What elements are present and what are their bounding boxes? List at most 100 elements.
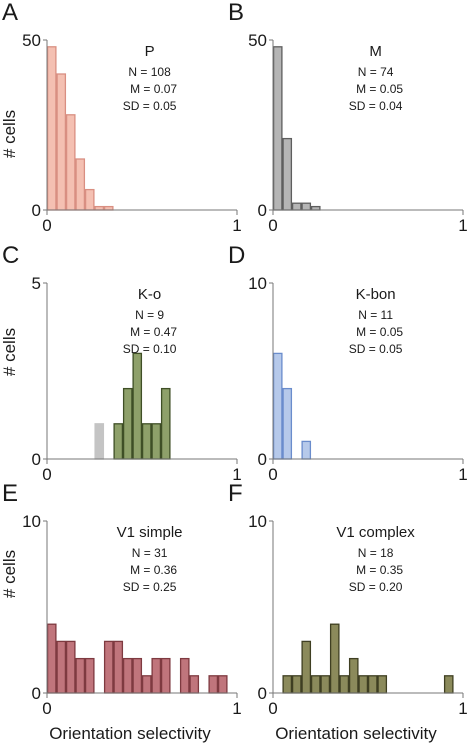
panel-d-stat-1: M = 0.05 bbox=[356, 325, 403, 339]
panel-d-title: K-bon bbox=[356, 286, 396, 303]
panel-a-bar-2 bbox=[65, 114, 76, 211]
panel-c-bar-1 bbox=[122, 387, 133, 460]
panel-c-y-tick-1: 5 bbox=[32, 274, 41, 293]
panel-e-bar-11 bbox=[160, 657, 171, 694]
panel-b-stat-2: SD = 0.04 bbox=[349, 99, 403, 113]
panel-e-bar-6 bbox=[113, 640, 124, 694]
panel-b-bar-3 bbox=[301, 202, 312, 211]
panel-d-bar-1 bbox=[282, 387, 293, 460]
panel-f-bar-3 bbox=[310, 675, 321, 694]
y-axis-label-top: # cells bbox=[0, 110, 19, 158]
panel-d-letter: D bbox=[228, 242, 245, 269]
panel-c-letter: C bbox=[2, 242, 19, 269]
panel-f-stat-1: M = 0.35 bbox=[356, 563, 403, 577]
panel-a-bar-4 bbox=[84, 188, 95, 211]
panel-c-bar-5 bbox=[160, 387, 171, 460]
panel-e-bar-7 bbox=[122, 657, 133, 694]
panel-f-bar-1 bbox=[291, 675, 302, 694]
panel-e-bar-10 bbox=[151, 657, 162, 694]
panel-d-x-tick-1: 1 bbox=[458, 465, 467, 484]
y-axis-label-bottom: # cells bbox=[0, 550, 19, 598]
panel-b-y-tick-1: 50 bbox=[248, 31, 267, 50]
panel-f-bar-6 bbox=[339, 675, 350, 694]
panel-c-bar-2 bbox=[132, 352, 143, 460]
panel-f-y-tick-1: 10 bbox=[248, 512, 267, 531]
panel-a-y-tick-1: 50 bbox=[22, 31, 41, 50]
panel-a-x-tick-1: 1 bbox=[232, 216, 241, 235]
panel-f-bar-9 bbox=[367, 675, 378, 694]
panel-d-bar-0 bbox=[272, 352, 283, 460]
panel-e-bar-1 bbox=[56, 640, 67, 694]
panel-c-x-tick-0: 0 bbox=[42, 465, 51, 484]
panel-c-x-tick-1: 1 bbox=[232, 465, 241, 484]
panel-e-stat-1: M = 0.36 bbox=[130, 563, 177, 577]
panel-c-y-tick-0: 0 bbox=[32, 450, 41, 469]
panel-b-stat-1: M = 0.05 bbox=[356, 82, 403, 96]
panel-f-bar-2 bbox=[301, 640, 312, 694]
panel-e-bar-14 bbox=[208, 675, 219, 694]
panel-b-bar-1 bbox=[282, 137, 293, 211]
panel-a-bar-6 bbox=[103, 205, 114, 211]
panel-d-bar-2 bbox=[301, 440, 312, 460]
panel-a-stat-2: SD = 0.05 bbox=[123, 99, 177, 113]
panel-b-x-tick-0: 0 bbox=[268, 216, 277, 235]
panel-b-bar-4 bbox=[310, 205, 321, 211]
panel-e-stat-0: N = 31 bbox=[132, 546, 168, 560]
panel-a-bar-0 bbox=[46, 46, 57, 211]
panel-d-stat-0: N = 11 bbox=[358, 308, 393, 322]
panel-e-title: V1 simple bbox=[117, 524, 183, 541]
panel-d-y-tick-0: 0 bbox=[258, 450, 267, 469]
panel-f-x-tick-1: 1 bbox=[458, 699, 467, 718]
panel-a-bar-1 bbox=[56, 73, 67, 211]
panel-c-stat-1: M = 0.47 bbox=[130, 325, 177, 339]
panel-e-y-tick-0: 0 bbox=[32, 684, 41, 703]
panel-c-extra-bar-0 bbox=[94, 423, 105, 460]
panel-f-stat-2: SD = 0.20 bbox=[349, 580, 403, 594]
panel-e-bar-2 bbox=[65, 640, 76, 694]
panel-a-title: P bbox=[145, 43, 155, 60]
panel-c: 0 1 0 5C K-o N = 9 M = 0.47 SD = 0.10 bbox=[2, 242, 242, 484]
panel-e-bar-3 bbox=[75, 657, 86, 694]
panel-e-bar-9 bbox=[141, 675, 152, 694]
panel-a: 0 1 0 50A P N = 108 M = 0.07 SD = 0.05 bbox=[2, 0, 242, 235]
panel-f-bar-5 bbox=[329, 623, 340, 694]
panel-e-bar-13 bbox=[189, 675, 200, 694]
panel-e-letter: E bbox=[2, 480, 18, 507]
panel-f-title: V1 complex bbox=[336, 524, 415, 541]
panel-c-stat-0: N = 9 bbox=[135, 308, 164, 322]
panel-f-x-tick-0: 0 bbox=[268, 699, 277, 718]
panel-d-y-tick-1: 10 bbox=[248, 274, 267, 293]
panel-f-bar-4 bbox=[320, 675, 331, 694]
panel-f-bar-11 bbox=[443, 675, 454, 694]
panel-a-letter: A bbox=[2, 0, 18, 26]
panel-d-stat-2: SD = 0.05 bbox=[349, 342, 403, 356]
panel-e-x-tick-0: 0 bbox=[42, 699, 51, 718]
panel-e-bar-5 bbox=[103, 640, 114, 694]
y-axis-label-middle: # cells bbox=[0, 328, 19, 376]
panel-a-bar-5 bbox=[94, 205, 105, 211]
panel-a-x-tick-0: 0 bbox=[42, 216, 51, 235]
panel-f-letter: F bbox=[228, 480, 243, 507]
panel-a-stat-0: N = 108 bbox=[128, 65, 171, 79]
panel-f-bar-8 bbox=[358, 675, 369, 694]
panel-a-bar-3 bbox=[75, 158, 86, 211]
panel-b-stat-0: N = 74 bbox=[358, 65, 394, 79]
panel-b-x-tick-1: 1 bbox=[458, 216, 467, 235]
panel-b-letter: B bbox=[228, 0, 244, 26]
panel-b-y-tick-0: 0 bbox=[258, 201, 267, 220]
panel-f-y-tick-0: 0 bbox=[258, 684, 267, 703]
panel-f-bar-7 bbox=[348, 657, 359, 694]
panel-e-bar-15 bbox=[217, 675, 228, 694]
panel-b-title: M bbox=[369, 43, 382, 60]
panel-f-stat-0: N = 18 bbox=[358, 546, 394, 560]
panel-c-stat-2: SD = 0.10 bbox=[123, 342, 177, 356]
panel-c-bar-3 bbox=[141, 423, 152, 460]
panel-e-stat-2: SD = 0.25 bbox=[123, 580, 177, 594]
panel-e-bar-8 bbox=[132, 657, 143, 694]
panel-e-bar-12 bbox=[179, 657, 190, 694]
